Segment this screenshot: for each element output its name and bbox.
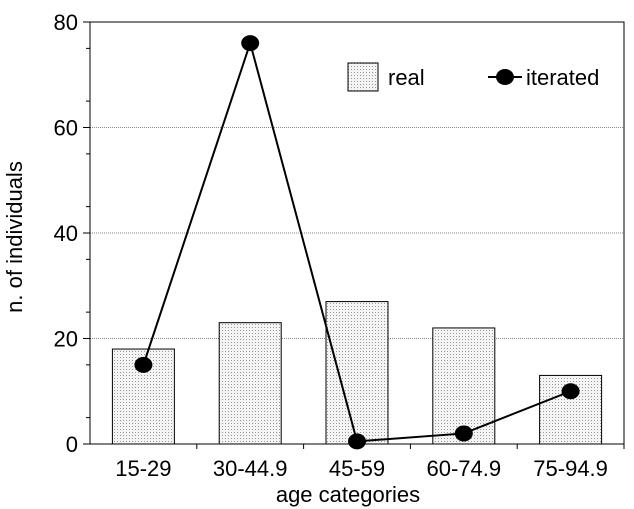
legend-label-real: real [388, 65, 425, 90]
legend-swatch-real [347, 62, 379, 92]
x-tick-label: 75-94.9 [533, 456, 608, 481]
plot-area: 0 20 40 60 80 15-29 30-44.9 45-59 60-74.9 75-94.9… [54, 10, 625, 481]
x-tick-label: 30-44.9 [213, 456, 288, 481]
point-iterated-30-44.9 [241, 35, 260, 52]
x-tick-label: 60-74.9 [426, 456, 501, 481]
point-iterated-15-29 [134, 356, 153, 373]
y-tick-label: 20 [54, 327, 78, 352]
x-tick-label: 15-29 [115, 456, 171, 481]
point-iterated-45-59 [348, 433, 366, 450]
x-tick-label: 45-59 [329, 456, 385, 481]
y-axis-title: n. of individuals [2, 161, 27, 313]
bar-45-59 [325, 301, 389, 445]
x-axis-title: age categories [276, 482, 420, 507]
point-iterated-75-94.9 [561, 383, 580, 400]
y-tick-label: 40 [54, 221, 78, 246]
y-tick-label: 80 [54, 10, 78, 35]
y-tick-label: 60 [54, 116, 78, 141]
legend-label-iterated: iterated [526, 65, 599, 90]
bar-30-44.9 [218, 322, 282, 445]
y-tick-label: 0 [66, 432, 78, 457]
point-iterated-60-74.9 [454, 425, 473, 442]
legend-marker-iterated [496, 69, 514, 85]
